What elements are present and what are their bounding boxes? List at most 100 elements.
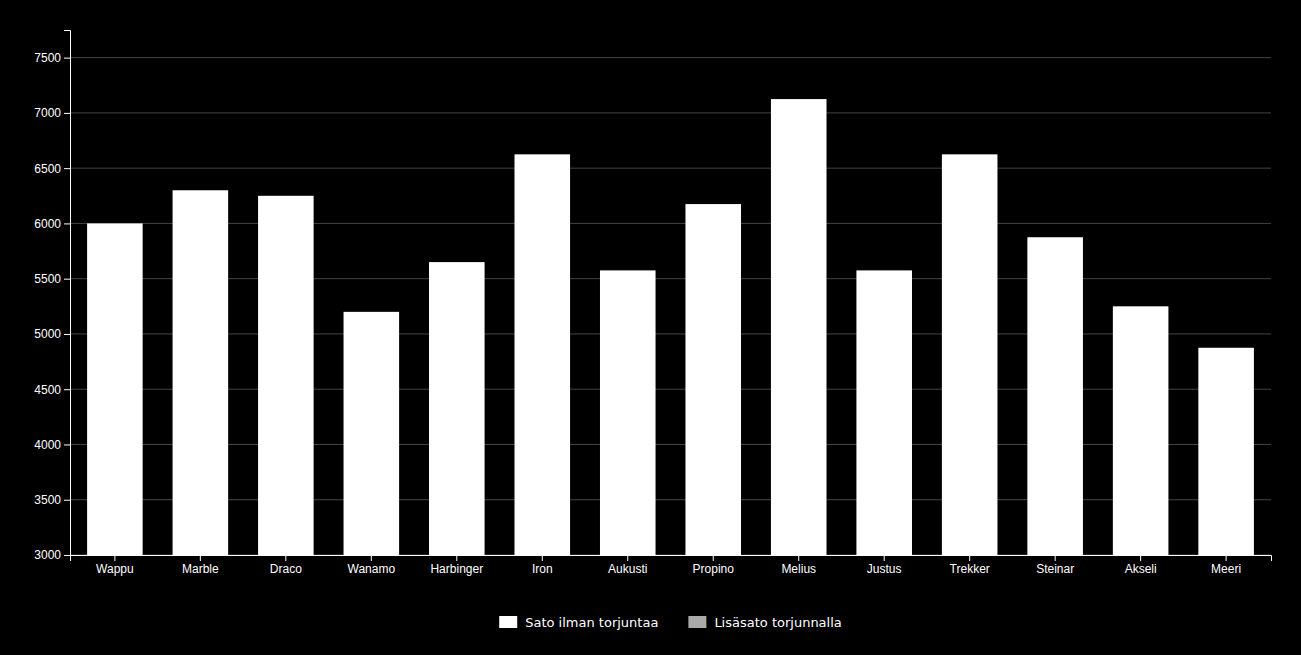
y-tick-mark — [64, 58, 70, 59]
legend-item: Lisäsato torjunnalla — [688, 615, 841, 630]
x-tick-label: Aukusti — [608, 562, 647, 576]
x-tick-mark — [1140, 555, 1141, 561]
x-tick-mark — [285, 555, 286, 561]
x-tick-mark — [114, 555, 115, 561]
x-tick-label: Melius — [781, 562, 816, 576]
y-tick-mark — [64, 334, 70, 335]
bar — [173, 190, 229, 555]
x-tick: Wappu — [96, 555, 134, 576]
legend-label: Lisäsato torjunnalla — [714, 615, 841, 630]
bar — [258, 196, 314, 555]
bar — [87, 223, 143, 555]
x-tick-mark — [456, 555, 457, 561]
x-axis-line — [71, 556, 1272, 562]
grid-line — [70, 444, 1271, 445]
x-tick-mark — [542, 555, 543, 561]
bar — [685, 204, 741, 555]
bar — [1027, 237, 1083, 555]
y-tick-label: 7000 — [34, 106, 61, 120]
x-tick: Propino — [693, 555, 735, 576]
x-tick-mark — [884, 555, 885, 561]
x-tick-label: Trekker — [950, 562, 990, 576]
bar — [942, 154, 998, 555]
bar — [1113, 306, 1169, 555]
y-tick-mark — [64, 168, 70, 169]
x-tick-label: Harbinger — [430, 562, 483, 576]
x-tick-mark — [371, 555, 372, 561]
grid-line — [70, 333, 1271, 334]
plot: 3000 3500 4000 4500 5000 5500 6000 6500 7000 7500… — [34, 31, 1271, 576]
x-tick: Wanamo — [348, 555, 396, 576]
grid-line — [70, 112, 1271, 113]
y-tick-mark — [64, 113, 70, 114]
y-tick-mark — [64, 500, 70, 501]
y-tick: 5000 — [34, 327, 70, 341]
grid — [70, 58, 1271, 555]
y-tick-label: 3500 — [34, 493, 61, 507]
x-tick-mark — [1226, 555, 1227, 561]
legend-item: Sato ilman torjuntaa — [499, 615, 658, 630]
background — [0, 0, 1301, 655]
chart: 3000 3500 4000 4500 5000 5500 6000 6500 7000 7500… — [0, 0, 1301, 655]
x-tick-mark — [200, 555, 201, 561]
y-tick-mark — [64, 389, 70, 390]
y-tick: 3000 — [34, 548, 70, 562]
y-tick-label: 4500 — [34, 383, 61, 397]
legend-swatch — [688, 616, 706, 628]
y-tick-mark — [64, 223, 70, 224]
y-tick: 5500 — [34, 272, 70, 286]
x-tick-label: Wappu — [96, 562, 134, 576]
x-tick: Melius — [781, 555, 816, 576]
bar — [600, 270, 656, 555]
legend-swatch — [499, 616, 517, 628]
x-tick-label: Justus — [867, 562, 902, 576]
y-tick-mark — [64, 279, 70, 280]
y-tick-mark — [64, 444, 70, 445]
y-tick-label: 6000 — [34, 217, 61, 231]
grid-line — [70, 57, 1271, 58]
y-tick: 4500 — [34, 383, 70, 397]
y-tick: 3500 — [34, 493, 70, 507]
grid-line — [70, 223, 1271, 224]
x-tick: Draco — [270, 555, 302, 576]
bar — [856, 270, 912, 555]
y-tick: 7500 — [34, 51, 70, 65]
x-tick-label: Akseli — [1125, 562, 1157, 576]
grid-line — [70, 168, 1271, 169]
legend-label: Sato ilman torjuntaa — [525, 615, 658, 630]
x-tick-mark — [1055, 555, 1056, 561]
x-tick: Steinar — [1036, 555, 1074, 576]
y-tick-label: 4000 — [34, 438, 61, 452]
bars — [87, 99, 1254, 555]
x-tick: Iron — [532, 555, 553, 576]
x-tick-label: Meeri — [1211, 562, 1241, 576]
x-tick-mark — [969, 555, 970, 561]
bar — [344, 312, 400, 555]
x-tick: Trekker — [950, 555, 990, 576]
grid-line — [70, 278, 1271, 279]
y-axis-line — [64, 31, 71, 556]
y-tick-label: 5000 — [34, 327, 61, 341]
y-tick-label: 5500 — [34, 272, 61, 286]
grid-line — [70, 499, 1271, 500]
x-tick: Aukusti — [608, 555, 647, 576]
x-axis: Wappu Marble Draco Wanamo Harbinger Iron Aukus… — [71, 555, 1272, 576]
y-axis: 3000 3500 4000 4500 5000 5500 6000 6500 7000 7500 — [34, 31, 70, 563]
bar — [514, 154, 570, 555]
x-tick: Justus — [867, 555, 902, 576]
x-tick: Harbinger — [430, 555, 483, 576]
x-tick-mark — [627, 555, 628, 561]
x-tick-label: Marble — [182, 562, 219, 576]
x-tick-label: Wanamo — [348, 562, 396, 576]
x-tick-label: Propino — [693, 562, 735, 576]
x-tick-label: Draco — [270, 562, 302, 576]
grid-line — [70, 389, 1271, 390]
bar — [429, 262, 485, 555]
bar — [1198, 348, 1254, 555]
bar — [771, 99, 827, 555]
y-tick-label: 6500 — [34, 161, 61, 175]
x-tick: Marble — [182, 555, 219, 576]
x-tick-mark — [713, 555, 714, 561]
y-tick-label: 3000 — [34, 548, 61, 562]
x-tick-label: Iron — [532, 562, 553, 576]
